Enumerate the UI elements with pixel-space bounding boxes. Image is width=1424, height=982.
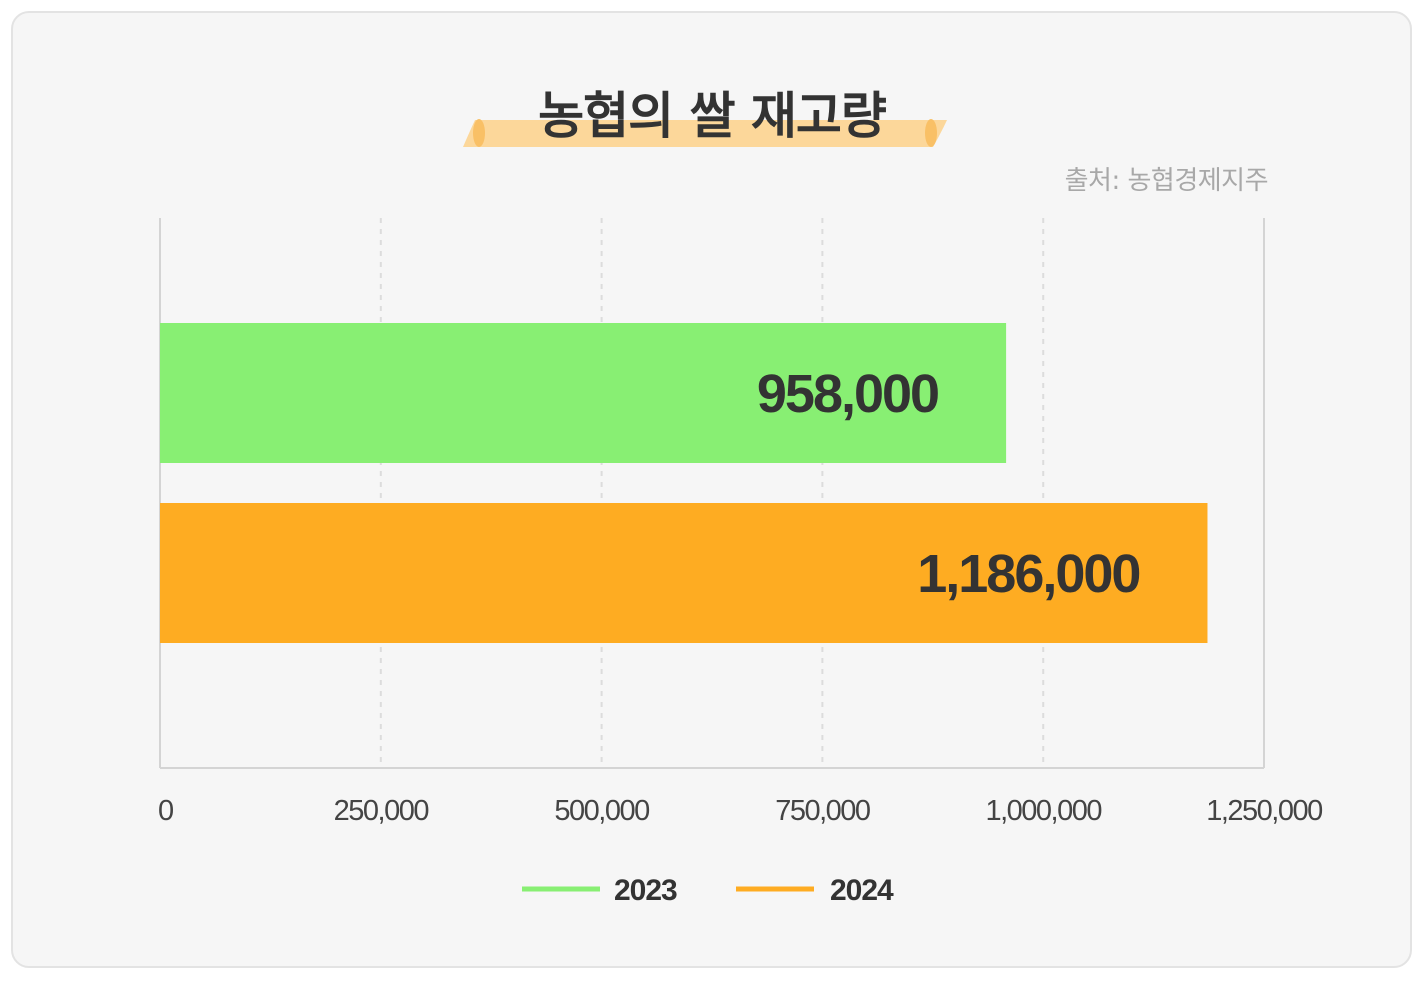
x-tick-label: 500,000 — [554, 795, 649, 827]
x-tick-labels: 0 250,000 500,000 750,000 1,000,000 1,250,000 — [158, 795, 1324, 827]
legend-label-2023: 2023 — [614, 874, 677, 907]
bars: 958,000 1,186,000 — [160, 323, 1208, 643]
legend-label-2024: 2024 — [830, 874, 894, 907]
bar-2024 — [160, 503, 1208, 643]
axes — [159, 218, 1265, 769]
bar-value-label-2024: 1,186,000 — [917, 544, 1139, 604]
bar-value-label-2023: 958,000 — [757, 364, 938, 424]
chart-title: 농협의 쌀 재고량 — [538, 87, 887, 145]
x-tick-label: 750,000 — [775, 795, 870, 827]
x-tick-label: 1,250,000 — [1206, 795, 1322, 827]
x-tick-label: 0 — [158, 795, 173, 827]
bar-2023 — [160, 323, 1007, 463]
x-tick-label: 1,000,000 — [985, 795, 1101, 827]
legend: 2023 2024 — [522, 874, 895, 907]
chart-card — [11, 11, 1412, 968]
grid-lines — [379, 218, 1045, 768]
x-tick-label: 250,000 — [334, 795, 429, 827]
title-highlight-brush — [463, 119, 947, 147]
source-note: 출처: 농협경제지주 — [1064, 166, 1269, 196]
